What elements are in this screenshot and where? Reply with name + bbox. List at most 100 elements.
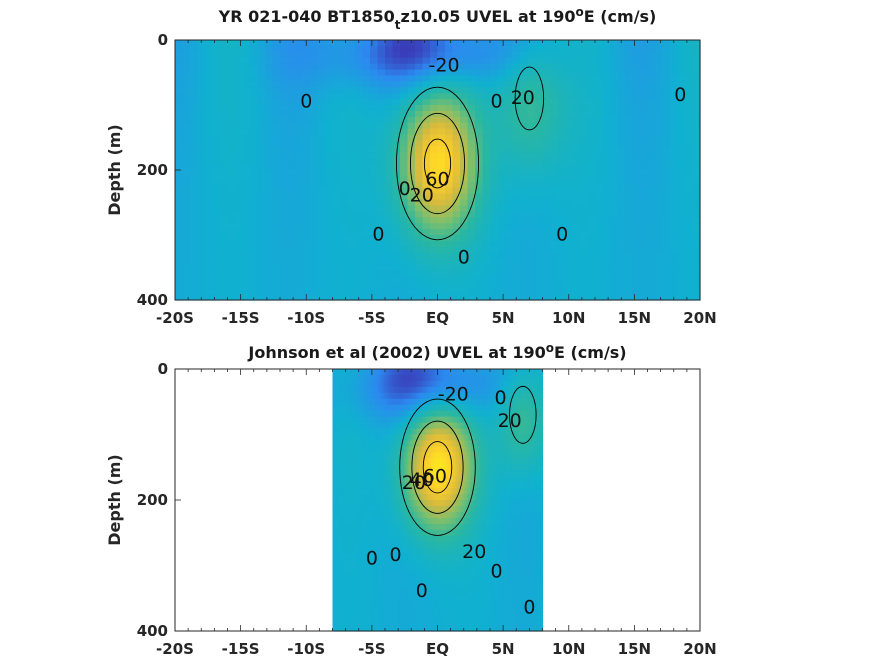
heatmap-cell xyxy=(386,601,391,608)
heatmap-cell xyxy=(380,577,385,584)
heatmap-cell xyxy=(295,211,304,218)
heatmap-cell xyxy=(386,571,391,578)
heatmap-cell xyxy=(383,511,388,519)
heatmap-cell xyxy=(446,601,451,608)
heatmap-cell xyxy=(692,69,701,77)
heatmap-cell xyxy=(520,40,529,47)
heatmap-cell xyxy=(340,57,349,65)
heatmap-cell xyxy=(415,105,424,112)
heatmap-cell xyxy=(190,110,199,118)
heatmap-cell xyxy=(535,235,544,242)
heatmap-cell xyxy=(356,613,361,620)
heatmap-cell xyxy=(401,559,406,567)
heatmap-cell xyxy=(670,217,679,224)
heatmap-cell xyxy=(365,392,370,400)
heatmap-cell xyxy=(341,607,346,614)
heatmap-cell xyxy=(175,252,184,260)
heatmap-cell xyxy=(347,589,352,596)
heatmap-cell xyxy=(640,152,649,159)
heatmap-cell xyxy=(640,252,649,260)
heatmap-cell xyxy=(347,187,356,195)
heatmap-cell xyxy=(197,57,206,65)
heatmap-cell xyxy=(190,264,199,272)
heatmap-cell xyxy=(443,380,448,388)
heatmap-cell xyxy=(677,181,686,189)
heatmap-cell xyxy=(535,229,544,236)
heatmap-cell xyxy=(302,134,311,142)
heatmap-cell xyxy=(467,175,476,183)
heatmap-cell xyxy=(527,282,536,289)
heatmap-cell xyxy=(272,140,281,147)
heatmap-cell xyxy=(407,404,412,412)
heatmap-cell xyxy=(377,87,386,94)
heatmap-cell xyxy=(370,51,379,59)
heatmap-cell xyxy=(356,374,361,382)
heatmap-cell xyxy=(197,87,206,94)
heatmap-cell xyxy=(640,229,649,236)
heatmap-cell xyxy=(527,63,536,71)
heatmap-cell xyxy=(440,494,445,501)
heatmap-cell xyxy=(347,523,352,531)
heatmap-cell xyxy=(385,217,394,224)
heatmap-cell xyxy=(625,175,634,183)
heatmap-cell xyxy=(677,240,686,248)
heatmap-cell xyxy=(685,211,694,218)
heatmap-cell xyxy=(535,122,544,130)
heatmap-cell xyxy=(437,235,446,242)
heatmap-cell xyxy=(265,211,274,218)
heatmap-cell xyxy=(401,446,406,453)
heatmap-cell xyxy=(332,152,341,159)
heatmap-cell xyxy=(280,270,289,277)
heatmap-cell xyxy=(280,252,289,260)
heatmap-cell xyxy=(380,535,385,543)
heatmap-cell xyxy=(370,116,379,124)
heatmap-cell xyxy=(340,246,349,254)
heatmap-cell xyxy=(617,229,626,236)
heatmap-cell xyxy=(437,380,442,388)
heatmap-cell xyxy=(452,452,457,459)
heatmap-cell xyxy=(670,51,679,59)
heatmap-cell xyxy=(355,146,364,153)
heatmap-cell xyxy=(368,553,373,561)
heatmap-cell xyxy=(497,122,506,130)
heatmap-cell xyxy=(353,571,358,578)
heatmap-cell xyxy=(434,595,439,602)
heatmap-cell xyxy=(197,122,206,130)
heatmap-cell xyxy=(347,416,352,424)
heatmap-cell xyxy=(368,595,373,602)
heatmap-cell xyxy=(220,93,229,100)
heatmap-cell xyxy=(610,288,619,295)
heatmap-cell xyxy=(398,541,403,549)
heatmap-cell xyxy=(632,264,641,272)
heatmap-cell xyxy=(475,276,484,283)
heatmap-cell xyxy=(445,199,454,207)
heatmap-cell xyxy=(587,69,596,77)
heatmap-cell xyxy=(386,434,391,442)
heatmap-cell xyxy=(362,264,371,272)
heatmap-cell xyxy=(460,252,469,260)
heatmap-cell xyxy=(362,505,367,513)
heatmap-cell xyxy=(395,410,400,418)
heatmap-cell xyxy=(280,110,289,118)
heatmap-cell xyxy=(449,500,454,507)
heatmap-cell xyxy=(365,380,370,388)
heatmap-cell xyxy=(512,164,521,171)
heatmap-cell xyxy=(572,282,581,289)
heatmap-cell xyxy=(662,193,671,201)
heatmap-cell xyxy=(404,386,409,394)
heatmap-cell xyxy=(443,547,448,555)
heatmap-cell xyxy=(392,523,397,531)
heatmap-cell xyxy=(272,258,281,266)
heatmap-cell xyxy=(332,246,341,254)
heatmap-cell xyxy=(410,577,415,584)
heatmap-cell xyxy=(446,517,451,525)
heatmap-cell xyxy=(227,152,236,159)
contour-line xyxy=(514,66,545,131)
heatmap-cell xyxy=(422,258,431,266)
heatmap-cell xyxy=(445,229,454,236)
heatmap-cell xyxy=(610,282,619,289)
heatmap-cell xyxy=(602,294,611,301)
heatmap-cell xyxy=(389,541,394,549)
heatmap-cell xyxy=(368,374,373,382)
heatmap-cell xyxy=(265,294,274,301)
